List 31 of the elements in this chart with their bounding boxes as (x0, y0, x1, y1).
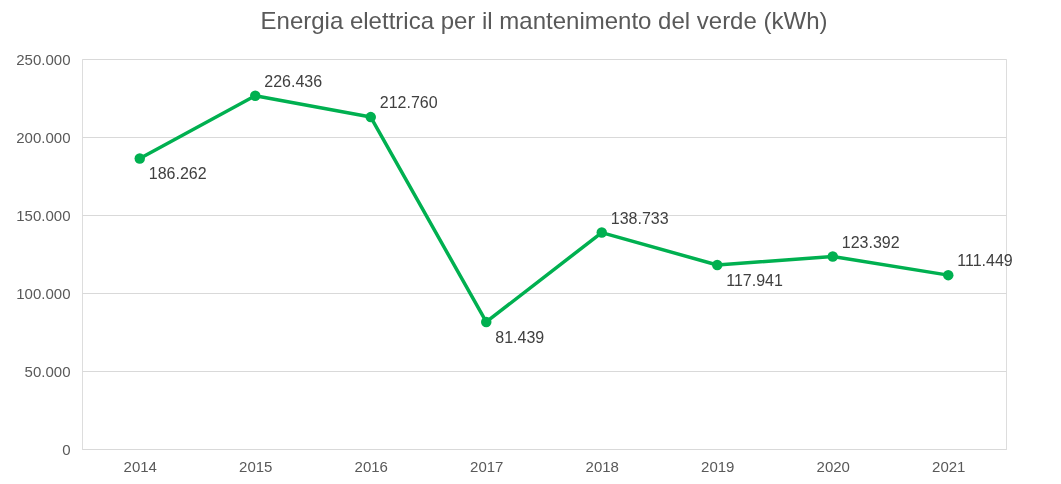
data-label: 81.439 (495, 328, 545, 346)
x-tick-label: 2017 (470, 457, 504, 475)
x-tick-label: 2014 (123, 457, 157, 475)
y-tick-label: 250.000 (16, 50, 71, 68)
y-tick-label: 0 (62, 440, 71, 458)
x-tick-label: 2016 (354, 457, 388, 475)
data-label: 117.941 (726, 272, 783, 290)
data-label: 123.392 (841, 233, 900, 251)
x-tick-label: 2021 (932, 457, 966, 475)
x-tick-label: 2015 (239, 457, 273, 475)
point (596, 227, 607, 238)
y-tick-label: 150.000 (16, 206, 71, 224)
y-tick-label: 200.000 (16, 128, 71, 146)
point (712, 259, 723, 271)
point (365, 111, 376, 123)
data-label: 186.262 (148, 165, 207, 183)
x-tick-label: 2018 (585, 457, 619, 475)
y-tick-label: 50.000 (24, 362, 71, 380)
point (481, 316, 492, 328)
point (250, 90, 261, 101)
x-tick-label: 2020 (816, 457, 850, 475)
data-label: 138.733 (610, 209, 669, 227)
data-label: 111.449 (957, 252, 1013, 270)
point (134, 153, 145, 164)
data-label: 226.436 (264, 72, 323, 90)
point (827, 251, 838, 262)
data-label: 212.760 (379, 94, 438, 112)
y-tick-label: 100.000 (16, 284, 71, 302)
x-tick-label: 2019 (701, 457, 735, 475)
point (943, 269, 954, 281)
chart-title: Energia elettrica per il mantenimento del verde (kWh) (260, 7, 828, 34)
